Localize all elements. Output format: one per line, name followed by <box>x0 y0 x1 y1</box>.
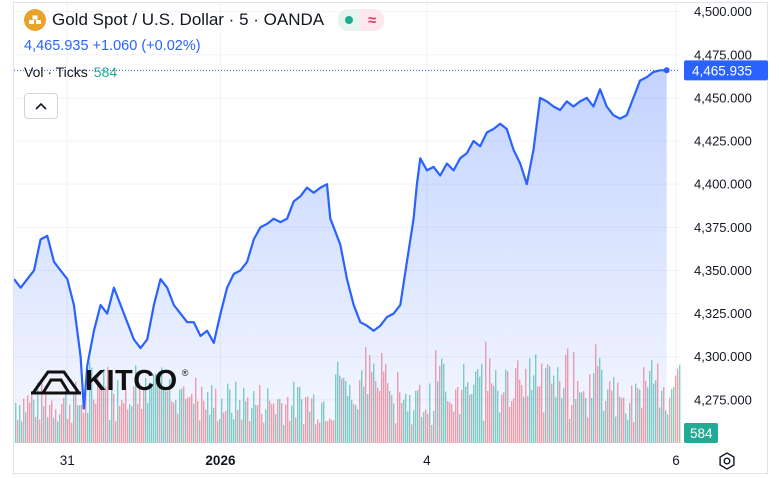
symbol-title[interactable]: Gold Spot / U.S. Dollar · 5 · OANDA <box>52 10 325 29</box>
x-axis: 31 2026 4 6 <box>60 453 680 468</box>
price-readout: 4,465.935 +1.060 (+0.02%) <box>24 38 201 54</box>
price-change-pct: (+0.02%) <box>141 38 201 54</box>
volume-bar <box>669 397 671 443</box>
chevron-up-icon <box>35 102 47 110</box>
kitco-logo-icon <box>31 370 81 394</box>
y-tick-label: 4,450.000 <box>694 90 752 105</box>
price-line <box>14 69 667 410</box>
volume-bar <box>675 375 677 443</box>
y-tick-label: 4,275.000 <box>694 392 752 407</box>
y-tick-label: 4,500.000 <box>694 4 752 19</box>
status-dot-icon <box>338 9 361 31</box>
last-price-badge-label: 4,465.935 <box>692 63 752 78</box>
registered-mark: ® <box>181 367 189 378</box>
y-tick-label: 4,300.000 <box>694 349 752 364</box>
kitco-brand: KITCO <box>85 365 178 397</box>
volume-value: 584 <box>93 64 118 80</box>
volume-bar <box>679 364 681 443</box>
y-tick-label: 4,475.000 <box>694 47 752 62</box>
x-tick-label: 6 <box>672 453 680 468</box>
last-price-dot <box>663 67 670 74</box>
settings-icon <box>719 452 735 470</box>
market-status-pill[interactable]: ≈ <box>338 9 385 31</box>
volume-badge-label: 584 <box>690 426 713 441</box>
y-axis: 4,500.000 4,475.000 4,450.000 4,425.000 4,40… <box>684 4 768 443</box>
volume-bar <box>671 388 673 443</box>
price-change: +1.060 <box>92 38 138 54</box>
volume-badge <box>684 423 718 443</box>
kitco-watermark: KITCO ® <box>31 365 188 398</box>
volume-bar <box>677 368 679 443</box>
x-tick-label: 31 <box>60 453 75 468</box>
price-chart[interactable]: 4,500.000 4,475.000 4,450.000 4,425.000 4,40… <box>14 3 769 475</box>
volume-bar <box>667 414 669 443</box>
last-price-text: 4,465.935 <box>24 38 89 54</box>
volume-label: Vol · Ticks <box>24 64 88 80</box>
x-tick-label: 2026 <box>205 453 236 468</box>
y-tick-label: 4,400.000 <box>694 177 752 192</box>
volume-bar <box>673 386 675 443</box>
y-tick-label: 4,375.000 <box>694 220 752 235</box>
collapse-legend-button[interactable] <box>24 93 58 119</box>
gold-logo-icon[interactable] <box>24 9 46 31</box>
price-area <box>14 70 667 444</box>
wave-icon: ≈ <box>360 9 385 31</box>
y-tick-label: 4,425.000 <box>694 134 752 149</box>
y-tick-label: 4,350.000 <box>694 263 752 278</box>
chart-header: Gold Spot / U.S. Dollar · 5 · OANDA ≈ <box>24 9 385 31</box>
last-price-badge <box>684 60 768 81</box>
chart-settings-button[interactable] <box>716 450 738 472</box>
y-tick-label: 4,325.000 <box>694 306 752 321</box>
volume-legend[interactable]: Vol · Ticks 584 <box>24 64 117 80</box>
chart-frame: 4,500.000 4,475.000 4,450.000 4,425.000 4,40… <box>13 2 768 474</box>
x-tick-label: 4 <box>423 453 431 468</box>
